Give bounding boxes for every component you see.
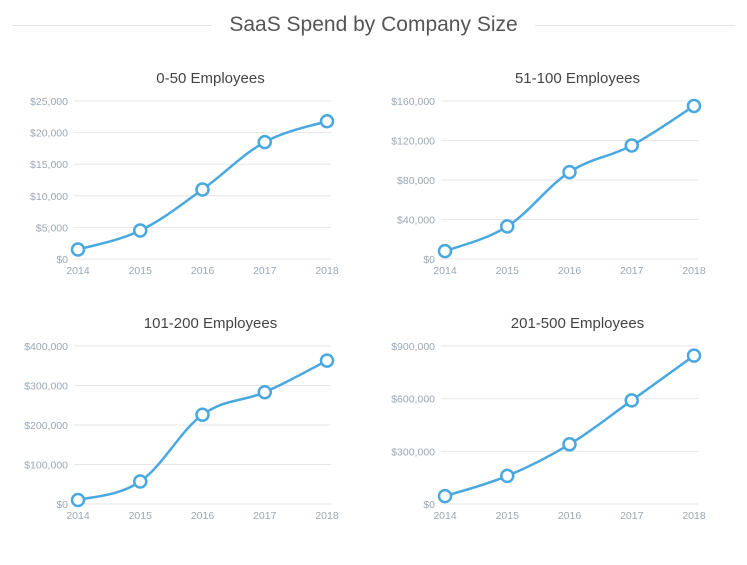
- x-tick-label: 2015: [129, 510, 153, 522]
- data-point: [195, 182, 210, 197]
- data-point: [624, 138, 639, 153]
- title-rule-right: [535, 25, 735, 26]
- series-line: [77, 359, 328, 502]
- y-tick-label: $0: [56, 499, 68, 511]
- data-point: [686, 98, 702, 114]
- y-tick-label: $20,000: [30, 128, 68, 140]
- data-point: [319, 113, 335, 129]
- y-tick-label: $100,000: [24, 460, 68, 472]
- chart-title: 101-200 Employees: [144, 315, 277, 332]
- y-tick-label: $15,000: [30, 159, 68, 171]
- y-tick-label: $25,000: [30, 96, 68, 108]
- chart-51-100-employees: 51-100 Employees $0 $40,000 $80,000 $120,000…: [391, 70, 706, 277]
- main-title-bar: SaaS Spend by Company Size: [0, 10, 747, 40]
- chart-0-50-employees: 0-50 Employees $0 $5,000 $10,000 $15,000 $20,…: [30, 70, 339, 277]
- x-tick-label: 2017: [620, 510, 644, 522]
- data-point: [319, 353, 335, 368]
- y-tick-label: $80,000: [397, 175, 435, 187]
- data-point: [195, 407, 210, 422]
- data-point: [562, 164, 577, 180]
- x-tick-label: 2018: [682, 265, 706, 277]
- data-point: [686, 348, 702, 363]
- y-tick-label: $600,000: [391, 394, 435, 406]
- x-tick-label: 2014: [433, 510, 457, 522]
- y-tick-label: $0: [423, 499, 435, 511]
- x-tick-label: 2015: [129, 265, 153, 277]
- y-tick-label: $900,000: [391, 341, 435, 353]
- data-point: [133, 223, 148, 238]
- x-tick-label: 2017: [620, 265, 644, 277]
- chart-panel-101-200: 101-200 Employees $0 $100,000 $200,000 $300,…: [5, 305, 375, 565]
- x-tick-label: 2018: [315, 510, 339, 522]
- y-tick-label: $160,000: [391, 96, 435, 108]
- y-tick-label: $400,000: [24, 341, 68, 353]
- x-tick-label: 2016: [558, 265, 582, 277]
- data-point: [133, 474, 148, 489]
- data-point: [437, 243, 453, 259]
- y-tick-label: $0: [423, 254, 435, 266]
- data-point: [70, 242, 86, 257]
- x-tick-label: 2016: [191, 510, 215, 522]
- data-point: [624, 393, 639, 408]
- x-tick-label: 2018: [315, 265, 339, 277]
- chart-panel-0-50: 0-50 Employees $0 $5,000 $10,000 $15,000 $20,…: [5, 60, 375, 320]
- x-tick-label: 2018: [682, 510, 706, 522]
- data-point: [562, 437, 577, 452]
- chart-201-500-employees: 201-500 Employees $0 $300,000 $600,000 $900,…: [391, 315, 706, 522]
- data-point: [257, 134, 272, 150]
- y-tick-label: $40,000: [397, 215, 435, 227]
- data-point: [70, 492, 86, 508]
- chart-101-200-employees: 101-200 Employees $0 $100,000 $200,000 $300,…: [24, 315, 339, 522]
- x-tick-label: 2014: [433, 265, 457, 277]
- chart-title: 201-500 Employees: [511, 315, 644, 332]
- data-point: [500, 468, 515, 484]
- chart-panel-201-500: 201-500 Employees $0 $300,000 $600,000 $900,…: [372, 305, 742, 565]
- title-rule-left: [12, 25, 212, 26]
- x-tick-label: 2014: [66, 510, 90, 522]
- y-tick-label: $5,000: [36, 222, 68, 234]
- data-point: [500, 219, 515, 234]
- y-tick-label: $300,000: [391, 446, 435, 458]
- y-tick-label: $0: [56, 254, 68, 266]
- series-line: [444, 354, 695, 498]
- chart-title: 0-50 Employees: [156, 70, 264, 87]
- y-tick-label: $300,000: [24, 381, 68, 393]
- x-tick-label: 2015: [496, 510, 520, 522]
- chart-title: 51-100 Employees: [515, 70, 640, 87]
- y-tick-label: $120,000: [391, 136, 435, 148]
- x-tick-label: 2014: [66, 265, 90, 277]
- data-point: [437, 488, 453, 504]
- x-tick-label: 2017: [253, 510, 277, 522]
- x-tick-label: 2015: [496, 265, 520, 277]
- chart-panel-51-100: 51-100 Employees $0 $40,000 $80,000 $120,000…: [372, 60, 742, 320]
- data-point: [257, 384, 272, 400]
- y-tick-label: $10,000: [30, 191, 68, 203]
- x-tick-label: 2016: [191, 265, 215, 277]
- x-tick-label: 2016: [558, 510, 582, 522]
- x-tick-label: 2017: [253, 265, 277, 277]
- page-title: SaaS Spend by Company Size: [229, 13, 518, 36]
- y-tick-label: $200,000: [24, 420, 68, 432]
